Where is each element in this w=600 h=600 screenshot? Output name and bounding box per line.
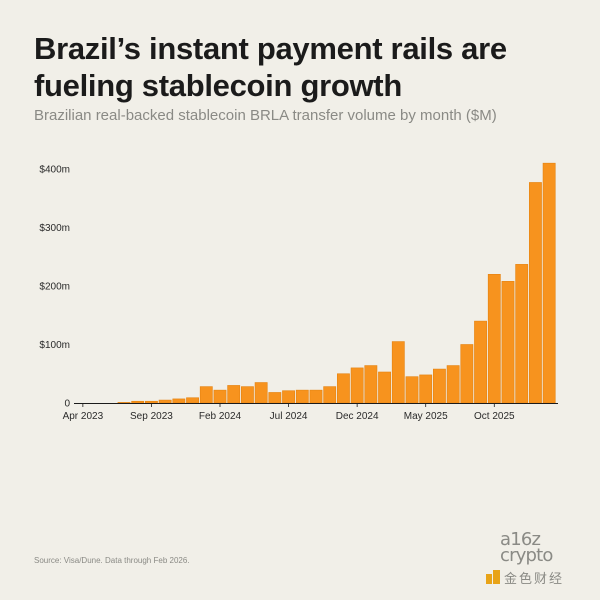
bar-sep-2025 (474, 320, 487, 404)
x-tick-label: Jul 2024 (270, 411, 308, 422)
x-axis-ticks: Apr 2023 Sep 2023 Feb 2024 Jul 2024 Dec 2024… (63, 403, 515, 422)
bar-jul-2024 (282, 390, 295, 404)
bar-dec-2024 (350, 367, 364, 404)
bar-dec-2025 (515, 264, 529, 404)
y-axis-ticks: 0 $100m $200m $300m $400m (39, 165, 70, 410)
x-tick-label: Apr 2023 (63, 411, 104, 422)
chart-title: Brazil’s instant payment rails are fueli… (34, 31, 507, 103)
bar-feb-2025 (378, 371, 391, 404)
bar-jan-2026 (529, 182, 542, 404)
bar-oct-2025 (487, 274, 501, 404)
bar-may-2024 (254, 382, 268, 404)
x-tick-label: Sep 2023 (130, 411, 173, 422)
bar-aug-2024 (295, 389, 309, 404)
x-tick-label: Feb 2024 (199, 411, 242, 422)
bar-mar-2024 (227, 385, 241, 404)
x-tick-label: Dec 2024 (336, 411, 379, 422)
chart-subtitle: Brazilian real-backed stablecoin BRLA tr… (34, 107, 497, 124)
bar-feb-2026 (542, 162, 556, 404)
bar-jul-2023 (117, 402, 131, 404)
bar-apr-2025 (405, 376, 419, 404)
bar-oct-2023 (158, 399, 172, 404)
y-tick-label: 0 (64, 399, 70, 410)
bar-jul-2025 (446, 365, 460, 404)
bar-aug-2025 (460, 344, 474, 404)
y-tick-label: $200m (39, 282, 70, 293)
y-tick-label: $400m (39, 165, 70, 176)
bar-oct-2024 (323, 386, 337, 404)
bar-jun-2025 (433, 368, 446, 404)
logo-line-1: a16z (500, 529, 541, 550)
x-tick-label: Oct 2025 (474, 411, 515, 422)
bar-nov-2025 (501, 281, 515, 404)
y-tick-label: $300m (39, 223, 70, 234)
bar-dec-2023 (186, 397, 199, 404)
bar-jan-2025 (364, 365, 378, 404)
bar-sep-2023 (145, 400, 158, 404)
source-note: Source: Visa/Dune. Data through Feb 2026… (34, 556, 190, 565)
bar-jan-2024 (199, 386, 213, 404)
x-tick-label: May 2025 (404, 411, 448, 422)
bar-apr-2024 (241, 386, 254, 404)
watermark-icon (486, 570, 500, 584)
bar-may-2025 (419, 374, 433, 404)
bar-nov-2023 (172, 398, 186, 404)
bar-nov-2024 (337, 373, 350, 404)
bar-aug-2023 (131, 400, 145, 404)
logo-line-2: crypto (500, 545, 553, 566)
watermark-text: 金色财经 (504, 572, 565, 587)
bar-mar-2025 (391, 341, 405, 404)
bar-sep-2024 (309, 389, 323, 404)
logo-wordmark: a16z crypto (500, 529, 553, 566)
a16z-crypto-logo: a16z crypto 金色财经 (486, 529, 576, 592)
y-tick-label: $100m (39, 340, 70, 351)
bar-feb-2024 (213, 389, 227, 404)
bar-jun-2024 (268, 392, 282, 404)
bars-group (117, 162, 556, 404)
